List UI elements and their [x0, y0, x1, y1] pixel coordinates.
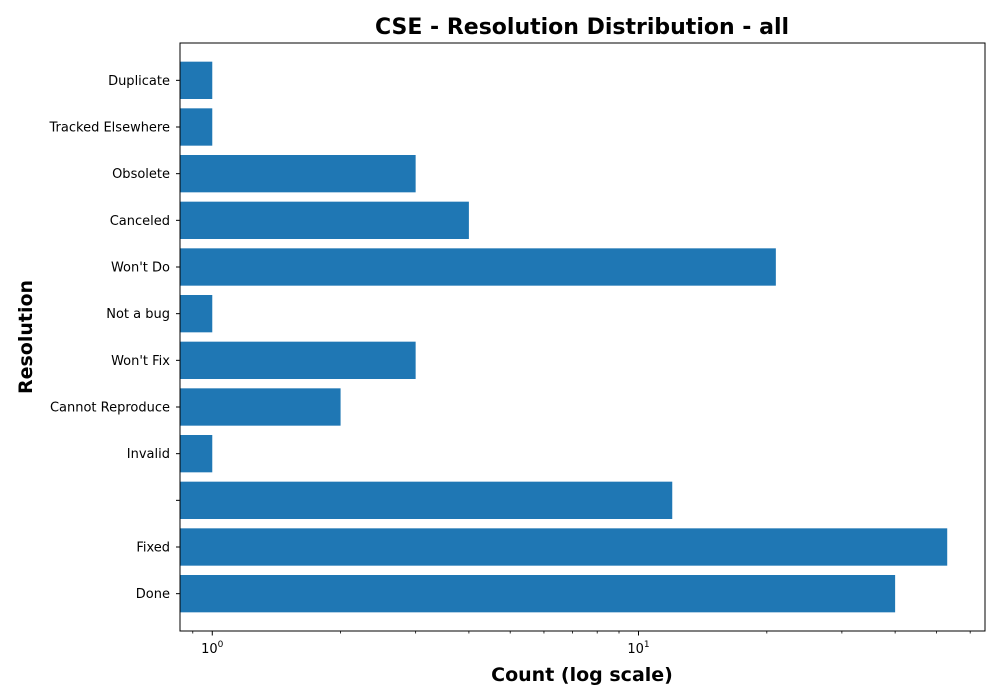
- y-tick-label: Won't Do: [111, 261, 170, 276]
- y-tick-label: Won't Fix: [111, 354, 170, 369]
- bar: [180, 481, 673, 519]
- bar: [180, 108, 213, 146]
- bar: [180, 61, 213, 99]
- bar: [180, 248, 776, 286]
- y-tick-label: Not a bug: [106, 307, 170, 322]
- bar: [180, 575, 896, 613]
- bar: [180, 295, 213, 333]
- plot-frame: [179, 42, 986, 632]
- y-tick-label: Invalid: [127, 447, 170, 462]
- y-axis-label: Resolution: [15, 280, 37, 394]
- bar: [180, 341, 416, 379]
- bars-layer: [180, 61, 948, 613]
- y-tick-label: Canceled: [110, 214, 170, 229]
- y-tick-label: Cannot Reproduce: [50, 401, 170, 416]
- x-tick-label: 101: [627, 640, 649, 657]
- y-tick-label: Duplicate: [108, 74, 170, 89]
- ticks-layer: Done Fixed Invalid Cannot Reproduce Won't Fi…: [49, 74, 971, 657]
- x-axis-label: Count (log scale): [491, 664, 673, 686]
- x-tick-label: 100: [201, 640, 224, 657]
- y-tick-label: Fixed: [136, 541, 170, 556]
- chart-title: CSE - Resolution Distribution - all: [375, 15, 789, 40]
- y-tick-label: Done: [136, 587, 170, 602]
- bar: [180, 528, 948, 566]
- y-tick-label: Obsolete: [112, 167, 170, 182]
- bar: [180, 435, 213, 473]
- bar: [180, 155, 416, 193]
- y-tick-label: Tracked Elsewhere: [49, 121, 170, 136]
- bar: [180, 388, 341, 426]
- bar: [180, 201, 469, 239]
